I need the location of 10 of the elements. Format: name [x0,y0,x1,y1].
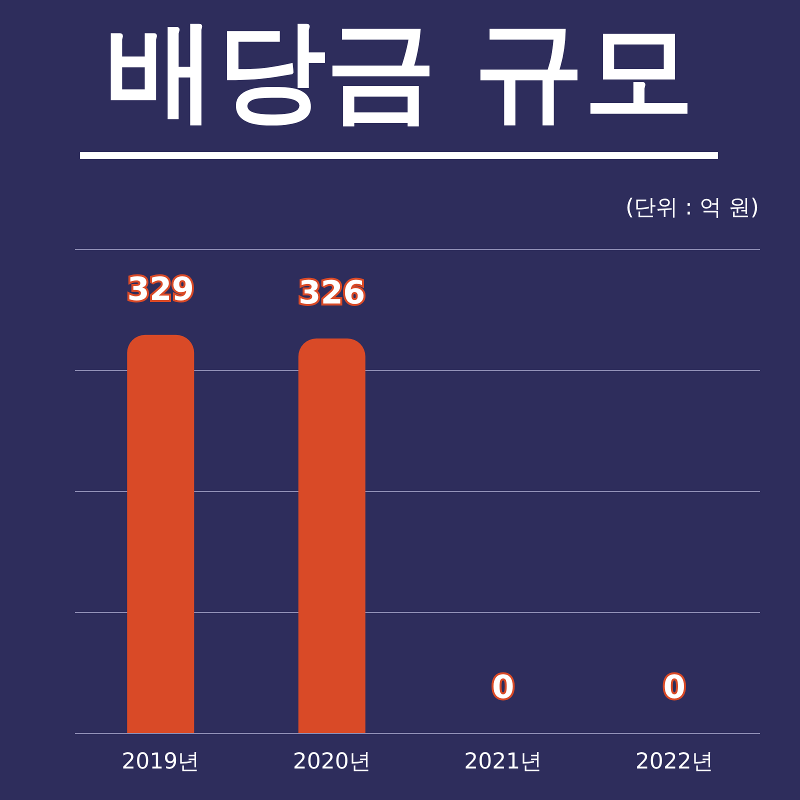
chart-subtitle: (단위 : 억 원) [625,196,760,220]
data-label: 326 [298,274,366,312]
chart-title: 배당금 규모 [106,6,694,134]
x-tick-label: 2020년 [292,750,371,774]
x-tick-label: 2019년 [122,750,200,774]
x-tick-label: 2022년 [635,750,714,774]
data-label: 329 [127,270,194,308]
data-label: 0 [663,668,686,706]
x-tick-label: 2021년 [464,750,542,774]
data-label: 0 [492,668,514,706]
